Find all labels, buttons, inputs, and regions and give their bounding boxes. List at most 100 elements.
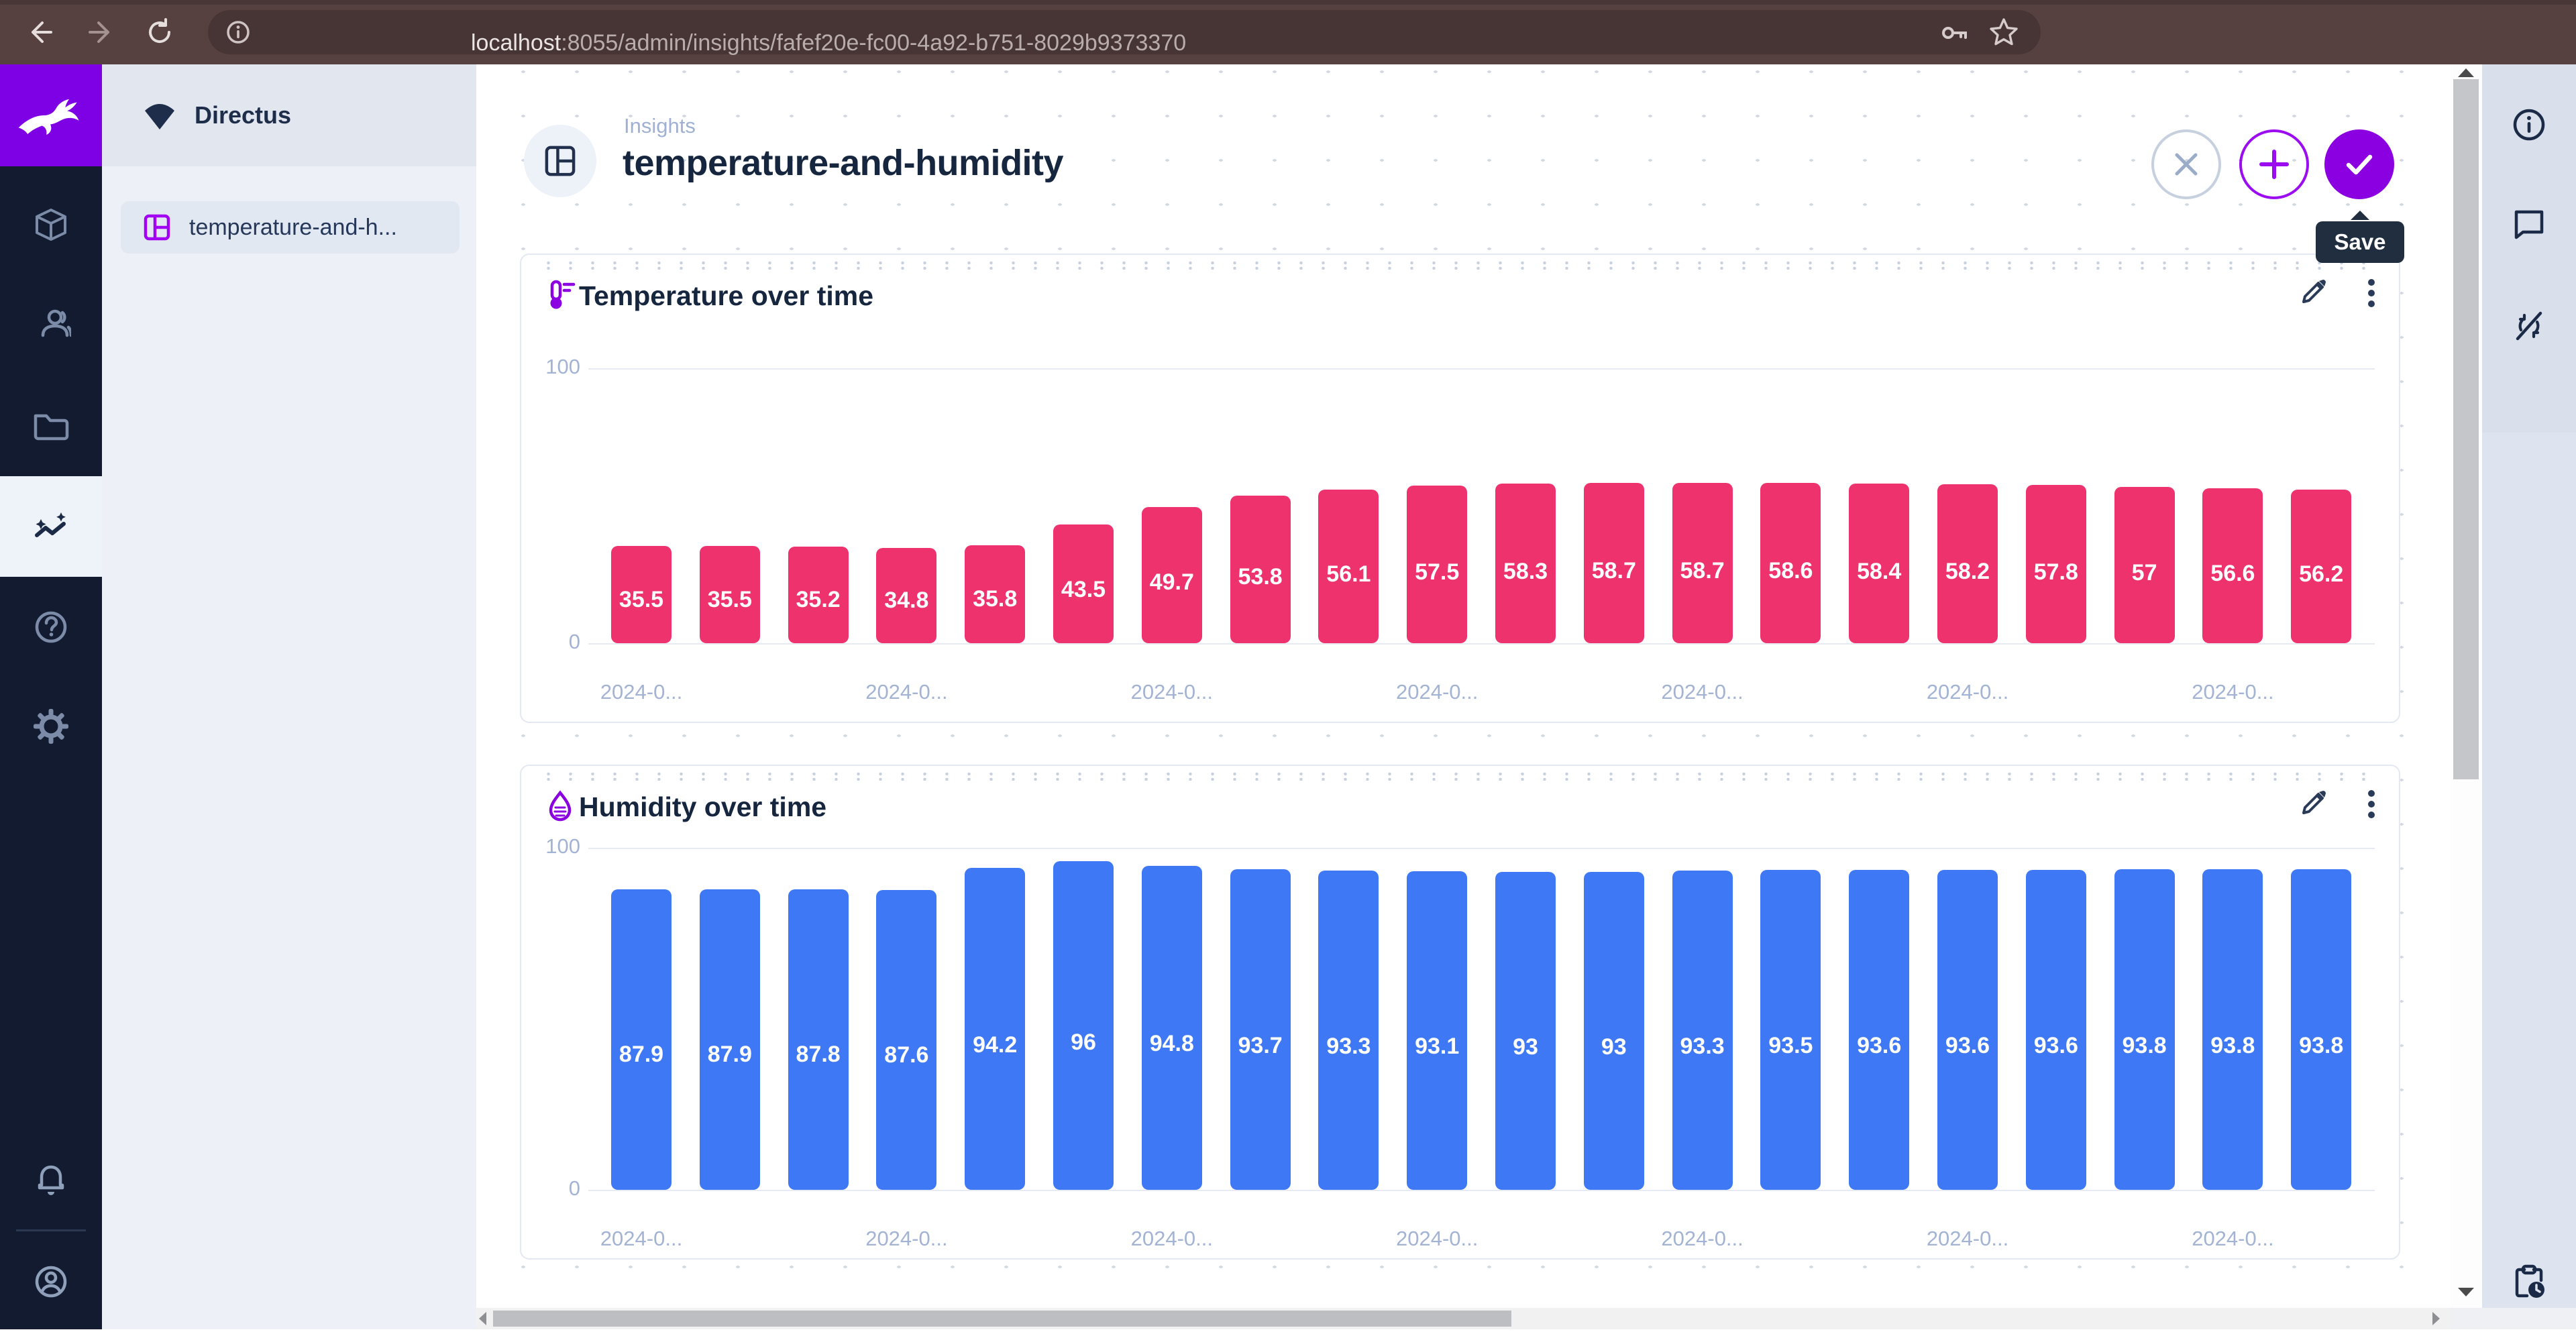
forward-icon[interactable] [87, 17, 117, 47]
chart-bar [1672, 482, 1733, 643]
edit-panel-icon[interactable] [2298, 276, 2329, 307]
notifications-button[interactable] [0, 1131, 102, 1231]
module-file-library[interactable] [0, 376, 102, 476]
chart-bar [2202, 869, 2263, 1190]
module-insights[interactable] [0, 476, 102, 577]
account-button[interactable] [0, 1231, 102, 1332]
bar-value-label: 93 [1601, 1034, 1627, 1060]
sidebar-activity-button[interactable] [2490, 1243, 2568, 1321]
bar-value-label: 53.8 [1238, 564, 1283, 590]
vertical-scrollbar-thumb[interactable] [2453, 79, 2479, 779]
scroll-down-arrow[interactable] [2458, 1288, 2474, 1296]
sidebar-refresh-button[interactable] [2490, 287, 2568, 365]
x-tick-label: 2024-0... [1396, 680, 1479, 704]
edit-panel-icon[interactable] [2298, 787, 2329, 818]
x-tick-label: 2024-0... [2192, 1227, 2274, 1250]
panel-humidity: Humidity over time 100 0 87.9 87.9 87.8 87.6 9… [520, 765, 2400, 1260]
folder-icon [34, 414, 69, 441]
dashboard-icon [545, 146, 576, 176]
chart-bar [2114, 487, 2175, 643]
reload-icon[interactable] [145, 17, 174, 47]
navigation-panel [102, 64, 476, 1329]
close-icon [2175, 153, 2198, 176]
humidity-icon [545, 790, 575, 822]
save-tooltip: Save [2316, 211, 2404, 263]
bar-value-label: 58.7 [1591, 558, 1636, 584]
module-help[interactable] [0, 577, 102, 677]
panel-menu-icon[interactable] [2367, 789, 2376, 820]
chart-bar [1407, 871, 1468, 1190]
url-text: localhost:8055/admin/insights/fafef20e-f… [471, 30, 1187, 56]
chart-bar [1849, 483, 1910, 643]
back-icon[interactable] [24, 17, 54, 47]
chart-bar [1583, 482, 1644, 643]
chart-bar [1407, 486, 1468, 643]
bar-value-label: 87.9 [707, 1042, 752, 1068]
directus-logo[interactable] [0, 64, 102, 166]
module-user-directory[interactable] [0, 274, 102, 374]
project-header[interactable]: Directus [102, 64, 476, 166]
x-tick-label: 2024-0... [1130, 680, 1213, 704]
chart-bar [1495, 871, 1556, 1190]
scroll-right-arrow[interactable] [2432, 1312, 2440, 1325]
save-button[interactable] [2324, 129, 2394, 199]
site-info-icon[interactable] [224, 18, 252, 46]
bell-icon [38, 1165, 64, 1195]
scroll-left-arrow[interactable] [479, 1312, 486, 1325]
bar-value-label: 93.8 [2210, 1032, 2255, 1058]
x-tick-label: 2024-0... [2192, 680, 2274, 704]
panel-title: Temperature over time [579, 280, 874, 311]
gridline-top [588, 848, 2375, 849]
chart-bar [876, 548, 937, 643]
axis-baseline [588, 643, 2375, 645]
bar-value-label: 93.5 [1768, 1033, 1813, 1059]
horizontal-scrollbar-thumb[interactable] [493, 1311, 1511, 1327]
breadcrumb[interactable]: Insights [624, 114, 696, 137]
chart-bar [1495, 484, 1556, 643]
x-tick-label: 2024-0... [1661, 1227, 1743, 1250]
bar-value-label: 93.3 [1680, 1033, 1725, 1059]
gear-icon [34, 709, 68, 744]
chart-bar [1318, 490, 1379, 643]
panel-drag-handle[interactable] [537, 260, 2383, 270]
chart-bar [611, 546, 672, 643]
sidebar-comments-button[interactable] [2490, 185, 2568, 263]
url-bar[interactable]: localhost:8055/admin/insights/fafef20e-f… [208, 10, 2041, 56]
password-key-icon[interactable] [1939, 17, 1970, 48]
scrollbar-corner [2450, 1308, 2576, 1329]
x-tick-label: 2024-0... [1130, 1227, 1213, 1250]
chart-bar [965, 867, 1026, 1190]
bar-value-label: 57 [2131, 560, 2157, 586]
info-icon [2513, 109, 2545, 141]
chart-bar [1053, 524, 1114, 643]
help-icon [35, 611, 67, 643]
bookmark-star-icon[interactable] [1987, 15, 2021, 49]
thermometer-icon [545, 279, 576, 311]
cancel-button[interactable] [2151, 129, 2221, 199]
panel-drag-handle[interactable] [537, 771, 2383, 781]
bar-value-label: 87.8 [796, 1042, 841, 1068]
nav-item-dashboard[interactable]: temperature-and-h... [121, 201, 460, 254]
bar-value-label: 56.6 [2210, 561, 2255, 587]
module-settings[interactable] [0, 676, 102, 777]
add-panel-button[interactable] [2239, 129, 2309, 199]
bar-value-label: 58.2 [1945, 559, 1990, 585]
sidebar-info-button[interactable] [2490, 86, 2568, 164]
panel-menu-icon[interactable] [2367, 278, 2376, 309]
bar-value-label: 87.9 [619, 1042, 664, 1068]
bar-value-label: 56.2 [2299, 561, 2344, 587]
bar-value-label: 96 [1071, 1029, 1096, 1055]
dashboard-avatar [524, 125, 596, 197]
module-content[interactable] [0, 174, 102, 275]
chart-bar [2114, 869, 2175, 1190]
chart-bar [1672, 871, 1733, 1190]
chart-bar [788, 889, 849, 1190]
avatar-icon [35, 1266, 67, 1298]
bar-value-label: 58.3 [1503, 558, 1548, 584]
scroll-up-arrow[interactable] [2458, 68, 2474, 77]
bar-value-label: 34.8 [884, 588, 929, 614]
chart-bar [699, 546, 760, 643]
bar-value-label: 93.6 [2033, 1033, 2078, 1059]
box-icon [36, 209, 66, 241]
chart-bar [788, 547, 849, 643]
